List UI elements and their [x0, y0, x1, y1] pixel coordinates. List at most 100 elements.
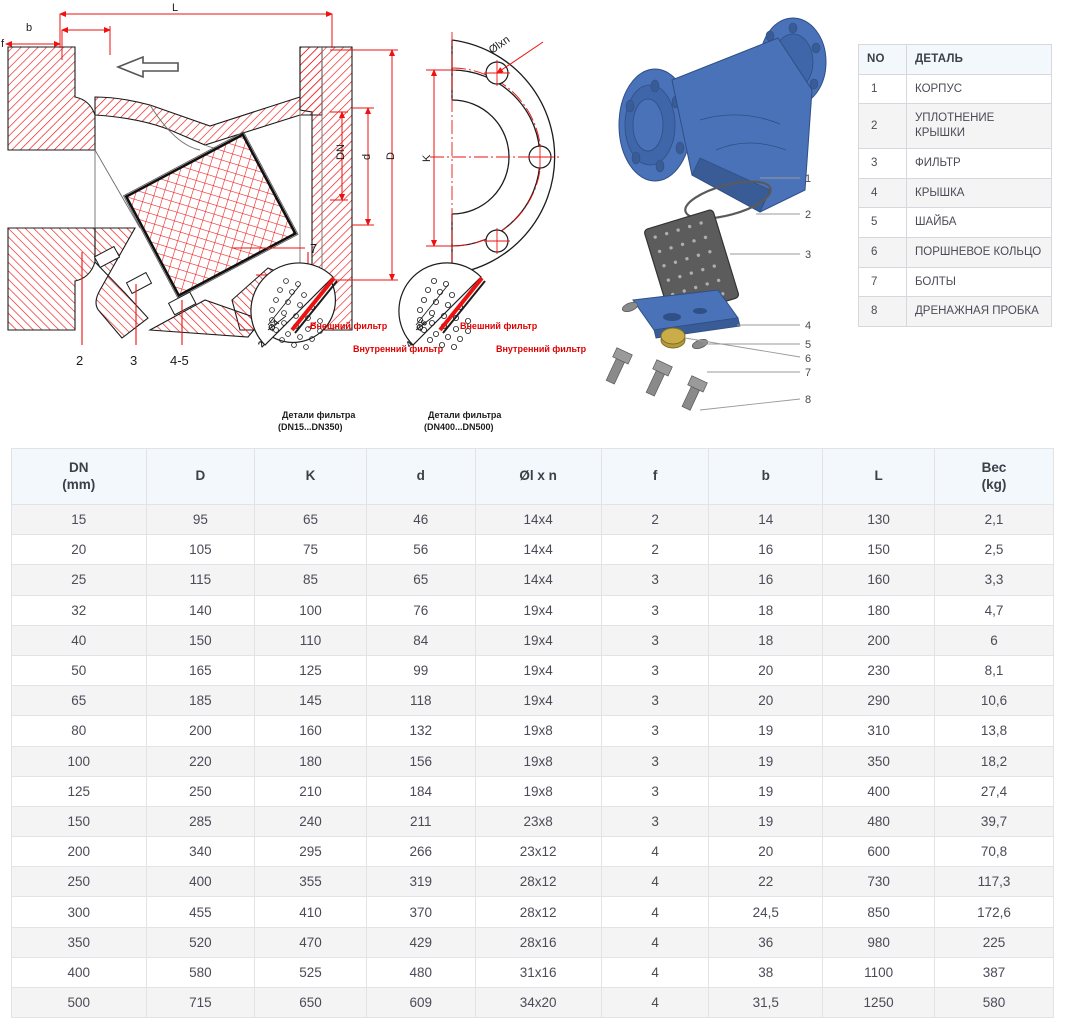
- parts-cell-name: ШАЙБА: [906, 207, 1052, 239]
- dimension-table-row: 100 220 180 156 19x8 3 19 350 18,2: [11, 745, 1055, 777]
- dimension-cell: 115: [145, 564, 256, 596]
- parts-cell-no: 5: [858, 207, 907, 239]
- dimension-table-row: 200 340 295 266 23x12 4 20 600 70,8: [11, 836, 1055, 868]
- dimension-cell: 4,7: [933, 594, 1055, 626]
- dimension-cell: 3: [600, 685, 710, 717]
- dimension-cell: 125: [254, 654, 367, 687]
- dimension-cell: 3: [600, 805, 710, 838]
- dimension-cell: 27,4: [933, 775, 1055, 807]
- dimension-cell: 19: [708, 775, 824, 807]
- parts-table-header-row: NO ДЕТАЛЬ: [858, 44, 1052, 75]
- dimension-cell: 300: [11, 896, 147, 928]
- parts-cell-no: 8: [858, 296, 907, 328]
- parts-cell-no: 4: [858, 177, 907, 209]
- dimension-cell: 8,1: [933, 654, 1055, 687]
- dimension-cell: 266: [365, 836, 476, 868]
- dimension-cell: 20: [708, 685, 824, 717]
- dimension-cell: 19x8: [474, 715, 602, 747]
- dimension-cell: 172,6: [933, 896, 1055, 928]
- dim-label-d: d: [361, 154, 373, 160]
- dimension-cell: 18: [708, 594, 824, 626]
- parts-table-row: 2 УПЛОТНЕНИЕ КРЫШКИ: [858, 103, 1052, 149]
- exploded-callout-8: 8: [805, 394, 811, 406]
- dimension-table-row: 15 95 65 46 14x4 2 14 130 2,1: [11, 503, 1055, 536]
- parts-table-row: 1 КОРПУС: [858, 73, 1052, 105]
- dimension-cell: 19x4: [474, 685, 602, 717]
- dimension-cell: 150: [11, 805, 147, 838]
- parts-cell-name: КОРПУС: [906, 73, 1052, 105]
- dimension-cell: 525: [254, 956, 367, 989]
- dimension-cell: 85: [254, 564, 367, 596]
- dim-label-DN: DN: [335, 144, 347, 160]
- dimension-cell: 3: [600, 594, 710, 626]
- dimension-cell: 6: [933, 624, 1055, 656]
- dimension-cell: 370: [365, 896, 476, 928]
- dimension-cell: 1250: [822, 986, 935, 1019]
- dimension-cell: 2: [600, 534, 710, 566]
- dimension-cell: 340: [145, 836, 256, 868]
- dimension-header-cell: DN (mm): [11, 448, 147, 505]
- dimension-table-row: 25 115 85 65 14x4 3 16 160 3,3: [11, 564, 1055, 596]
- dimension-table-row: 250 400 355 319 28x12 4 22 730 117,3: [11, 866, 1055, 898]
- dimension-cell: 180: [822, 594, 935, 626]
- dimension-cell: 165: [145, 654, 256, 687]
- filter2-caption-line2: (DN400...DN500): [424, 422, 494, 432]
- dimension-cell: 14: [708, 503, 824, 536]
- dimension-cell: 117,3: [933, 866, 1055, 898]
- dimension-cell: 19x4: [474, 594, 602, 626]
- dimension-cell: 14x4: [474, 503, 602, 536]
- dimension-cell: 145: [254, 685, 367, 717]
- filter-screen-element: [122, 131, 299, 299]
- dimension-cell: 84: [365, 624, 476, 656]
- dim-label-b: b: [26, 22, 32, 34]
- exploded-callout-4: 4: [805, 320, 811, 332]
- dimension-cell: 32: [11, 594, 147, 626]
- dimension-cell: 125: [11, 775, 147, 807]
- dimension-cell: 455: [145, 896, 256, 928]
- body-left-flange: [618, 68, 692, 182]
- dimension-cell: 100: [254, 594, 367, 626]
- dimension-lines: [5, 11, 398, 281]
- dimension-cell: 13,8: [933, 715, 1055, 747]
- dimension-cell: 230: [822, 654, 935, 687]
- dimension-cell: 22: [708, 866, 824, 898]
- dimension-cell: 28x12: [474, 896, 602, 928]
- dimension-cell: 4: [600, 866, 710, 898]
- dimension-cell: 650: [254, 986, 367, 1019]
- dimension-cell: 470: [254, 926, 367, 958]
- dimension-cell: 210: [254, 775, 367, 807]
- dimension-header-cell: f: [600, 448, 710, 505]
- dimension-cell: 140: [145, 594, 256, 626]
- dimension-header-cell: L: [822, 448, 935, 505]
- dimension-cell: 160: [254, 715, 367, 747]
- dimension-cell: 211: [365, 805, 476, 838]
- dimension-table-row: 50 165 125 99 19x4 3 20 230 8,1: [11, 654, 1055, 687]
- filter-detail-1: Ø4 2 Внешний фильтр Внутренний фильтр Де…: [250, 262, 444, 432]
- dimension-cell: 1100: [822, 956, 935, 989]
- dimension-cell: 132: [365, 715, 476, 747]
- flange-half-view: K Ølxn: [421, 32, 560, 282]
- dim-label-f: f: [1, 38, 5, 50]
- dimension-cell: 150: [145, 624, 256, 656]
- drawing-svg: L b f DN d D 2 3 4-5 6 7: [1, 2, 827, 432]
- dimension-cell: 156: [365, 745, 476, 777]
- dimension-cell: 20: [11, 534, 147, 566]
- dim-label-olxn: Ølxn: [487, 34, 512, 57]
- dim-label-K: K: [421, 154, 433, 162]
- dimension-cell: 3: [600, 564, 710, 596]
- cross-section-view: L b f DN d D 2 3 4-5 6 7: [1, 2, 398, 368]
- dimension-table-row: 20 105 75 56 14x4 2 16 150 2,5: [11, 534, 1055, 566]
- dimension-cell: 4: [600, 986, 710, 1019]
- dimension-cell: 56: [365, 534, 476, 566]
- dimension-cell: 285: [145, 805, 256, 838]
- dimension-table-row: 400 580 525 480 31x16 4 38 1100 387: [11, 956, 1055, 989]
- dimension-cell: 730: [822, 866, 935, 898]
- exploded-callout-3: 3: [805, 249, 811, 261]
- dimension-cell: 250: [11, 866, 147, 898]
- dimension-cell: 4: [600, 836, 710, 868]
- dimension-cell: 3,3: [933, 564, 1055, 596]
- dimension-cell: 25: [11, 564, 147, 596]
- dimension-cell: 310: [822, 715, 935, 747]
- dimension-table-row: 350 520 470 429 28x16 4 36 980 225: [11, 926, 1055, 958]
- dimension-cell: 3: [600, 654, 710, 687]
